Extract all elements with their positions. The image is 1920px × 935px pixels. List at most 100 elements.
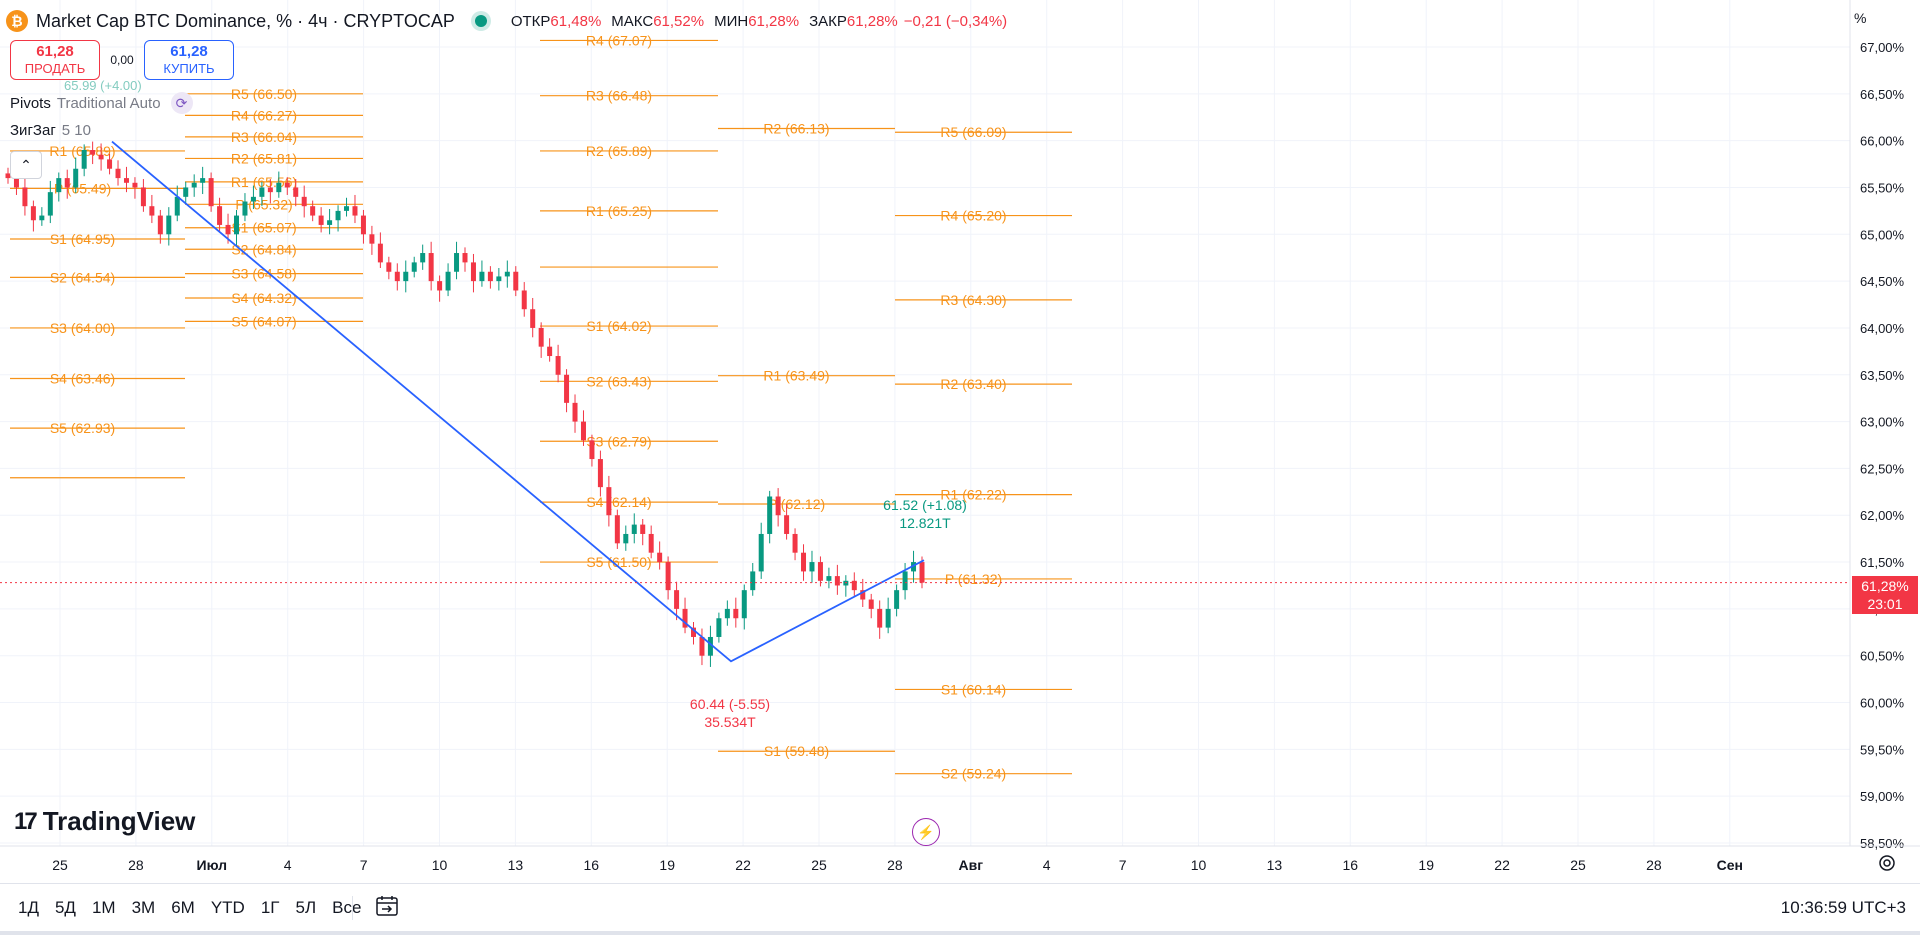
axis-settings-icon[interactable] (1876, 852, 1898, 874)
pivot-level-label: R2 (63.40) (940, 376, 1006, 392)
sync-icon[interactable]: ⟳ (170, 92, 193, 114)
candle-body (741, 590, 747, 619)
zigzag-indicator-legend[interactable]: ЗигЗаг 5 10 (10, 122, 91, 139)
candle-body (225, 224, 231, 235)
range-3m-button[interactable]: 3М (131, 898, 156, 917)
range-1d-button[interactable]: 1Д (18, 898, 39, 917)
candle-body (674, 590, 680, 609)
x-tick-label: Авг (959, 857, 984, 873)
candle-body (123, 178, 129, 183)
x-tick-label: 7 (1119, 857, 1127, 873)
buy-label: КУПИТЬ (163, 61, 215, 76)
range-all-button[interactable]: Все (332, 898, 362, 917)
x-tick-label: 4 (1043, 857, 1051, 873)
zigzag-high-label: 61.52 (+1.08) (883, 497, 967, 513)
x-tick-label: 28 (128, 857, 144, 873)
candle-body (775, 496, 781, 516)
candle-body (454, 253, 460, 272)
x-tick-label: 25 (1570, 857, 1586, 873)
low-value: 61,28% (748, 12, 800, 30)
range-ytd-button[interactable]: YTD (210, 898, 245, 917)
candle-body (259, 187, 265, 197)
pivot-level-label: R4 (67.07) (586, 32, 652, 48)
candle-body (580, 421, 586, 441)
candle-body (479, 271, 485, 282)
zigzag-low-volume: 35.534T (704, 714, 756, 730)
percent-scale-button[interactable]: % (1854, 10, 1867, 26)
tradingview-logo-icon: 17 (14, 807, 38, 835)
candle-body (39, 215, 45, 221)
timezone-clock[interactable]: 10:36:59 UTC+3 (1780, 898, 1906, 917)
pivot-level-label: S1 (64.02) (586, 318, 651, 334)
pivot-level-label: S2 (59.24) (941, 766, 1006, 782)
candle-body (22, 187, 28, 207)
candle-body (327, 220, 333, 225)
time-range-selector: 1Д 5Д 1М 3М 6М YTD 1Г 5Л Все (18, 898, 377, 918)
pivot-level-label: S5 (61.50) (586, 554, 651, 570)
sell-button[interactable]: 61,28 ПРОДАТЬ (10, 40, 100, 80)
candle-body (30, 206, 36, 221)
candle-body (420, 253, 426, 263)
candle-body (462, 253, 468, 263)
y-tick-label: 63,00% (1860, 415, 1905, 430)
x-tick-label: 28 (887, 857, 903, 873)
x-tick-label: Июл (197, 857, 228, 873)
candle-body (801, 552, 807, 572)
pivot-level-label: S4 (64.32) (231, 290, 296, 306)
x-tick-label: 13 (508, 857, 524, 873)
date-range-calendar-icon[interactable] (374, 894, 400, 918)
candle-body (691, 627, 696, 637)
range-6m-button[interactable]: 6М (171, 898, 195, 917)
candle-body (132, 182, 138, 188)
range-1y-button[interactable]: 1Г (260, 898, 280, 917)
pivot-level-label: S5 (62.93) (50, 420, 115, 436)
y-tick-label: 65,50% (1860, 180, 1905, 195)
buy-button[interactable]: 61,28 КУПИТЬ (144, 40, 234, 80)
pivot-level-label: S4 (63.46) (50, 371, 115, 387)
candle-body (496, 276, 502, 282)
pivots-indicator-legend[interactable]: Pivots Traditional Auto ⟳ (10, 92, 193, 114)
market-status-icon (474, 15, 487, 27)
open-label: ОТКР (510, 12, 551, 30)
candle-body (318, 215, 324, 225)
pivot-level-label: S3 (64.00) (50, 320, 115, 336)
pivot-level-label: P (65.49) (54, 180, 111, 196)
page-scrollbar[interactable] (0, 931, 1920, 935)
candle-body (513, 271, 519, 291)
buy-price: 61,28 (170, 43, 208, 60)
pivot-level-label: R1 (62.22) (940, 487, 1006, 503)
change-value: −0,21 (−0,34%) (903, 12, 1008, 30)
candle-body (56, 178, 62, 193)
candle-body (631, 524, 637, 534)
candle-body (352, 206, 358, 216)
range-5y-button[interactable]: 5Л (295, 898, 317, 917)
pivot-level-label: R3 (64.30) (940, 292, 1006, 308)
sell-label: ПРОДАТЬ (24, 61, 86, 76)
pivot-level-label: R1 (65.25) (586, 203, 652, 219)
x-tick-label: 13 (1267, 857, 1283, 873)
candle-body (885, 608, 891, 628)
candle-body (792, 533, 798, 553)
candle-body (699, 636, 705, 656)
y-tick-label: 61,50% (1860, 555, 1905, 570)
candle-body (115, 168, 121, 179)
candle-body (437, 281, 443, 291)
y-tick-label: 64,00% (1860, 321, 1905, 336)
trade-panel: 61,28 ПРОДАТЬ 0,00 61,28 КУПИТЬ (10, 40, 234, 80)
y-tick-label: 67,00% (1860, 40, 1905, 55)
y-tick-label: 64,50% (1860, 274, 1905, 289)
candle-body (555, 356, 561, 375)
symbol-title[interactable]: Market Cap BTC Dominance, % · 4ч · CRYPT… (36, 10, 455, 31)
collapse-legend-button[interactable]: ⌃ (10, 151, 42, 179)
pivot-level-label: S3 (64.58) (231, 266, 296, 282)
range-5d-button[interactable]: 5Д (54, 898, 76, 917)
candle-body (200, 178, 206, 183)
candle-body (809, 562, 815, 572)
candle-body (919, 562, 925, 583)
tradingview-logo[interactable]: 17 TradingView (14, 806, 195, 837)
bolt-icon[interactable]: ⚡ (912, 818, 940, 846)
range-1m-button[interactable]: 1М (91, 898, 116, 917)
y-tick-label: 65,00% (1860, 227, 1905, 242)
zigzag-params: 5 10 (61, 122, 91, 139)
